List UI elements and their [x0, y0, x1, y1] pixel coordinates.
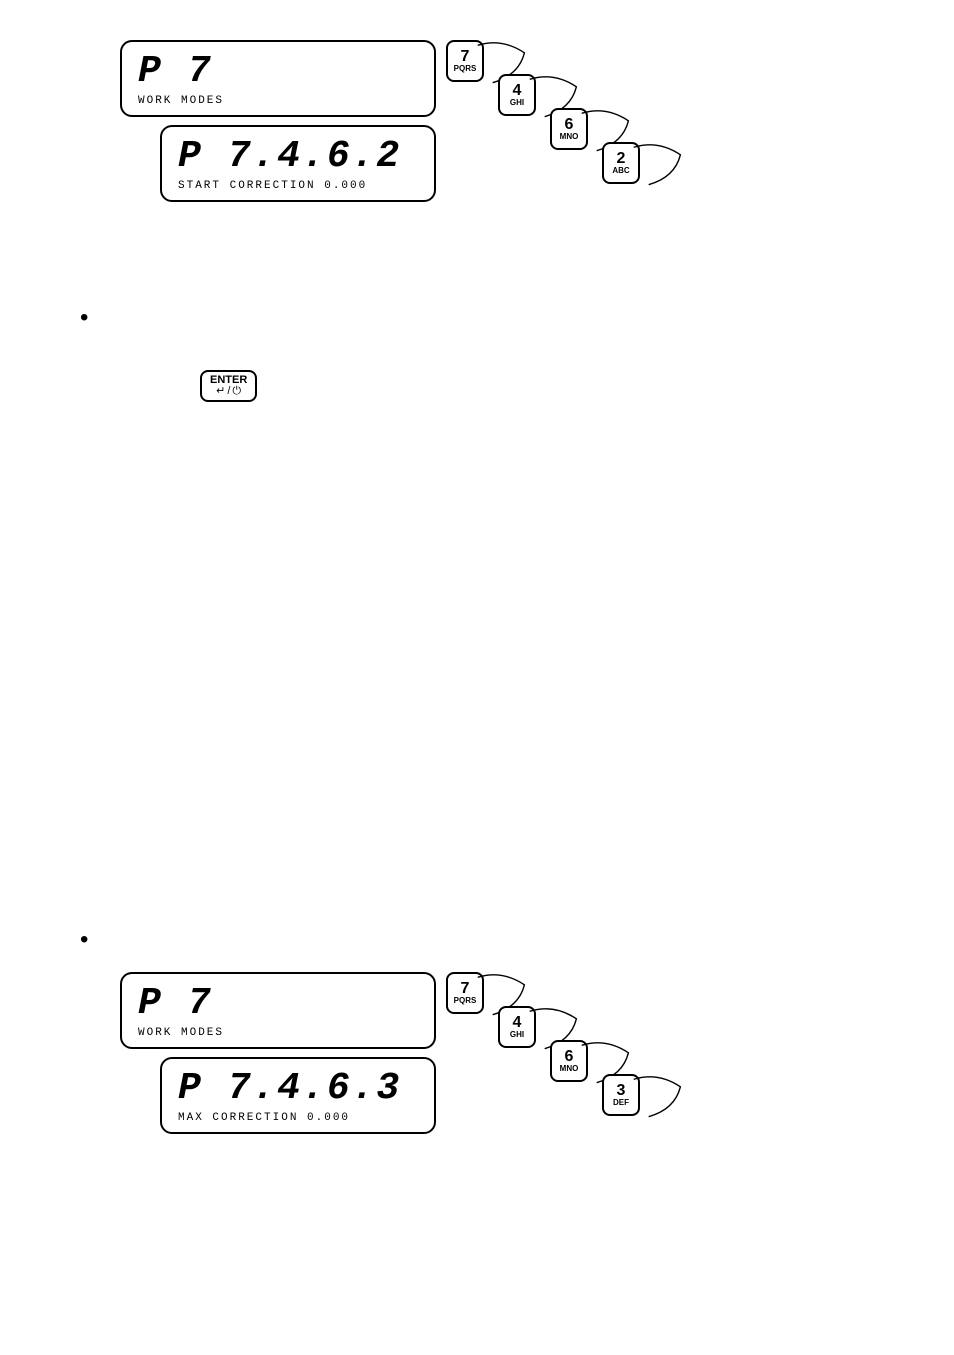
key-number: 4 — [513, 83, 522, 99]
keypad-key-6[interactable]: 6MNO — [550, 1040, 588, 1082]
keypad-sequence: 7PQRS 4GHI 6MNO 3DEF — [446, 972, 766, 1172]
key-letters: GHI — [510, 99, 524, 107]
keypad-key-3[interactable]: 3DEF — [602, 1074, 640, 1116]
key-letters: MNO — [560, 1065, 579, 1073]
key-button: 6MNO — [550, 1040, 588, 1082]
lcd-bottom-display: P 7.4.6.2 START CORRECTION 0.000 — [160, 125, 436, 202]
lcd-main-text: P 7 — [138, 50, 418, 93]
lcd-sub-text: MAX CORRECTION 0.000 — [178, 1112, 418, 1124]
key-letters: ABC — [612, 167, 629, 175]
key-letters: PQRS — [454, 65, 477, 73]
lcd-top-display: P 7 WORK MODES — [120, 972, 436, 1049]
keypad-key-7[interactable]: 7PQRS — [446, 972, 484, 1014]
keypad-key-7[interactable]: 7PQRS — [446, 40, 484, 82]
key-number: 6 — [565, 117, 574, 133]
section-max-correction: P 7 WORK MODES P 7.4.6.3 MAX CORRECTION … — [80, 972, 874, 1172]
section-start-correction: P 7 WORK MODES P 7.4.6.2 START CORRECTIO… — [80, 40, 874, 240]
keypad-key-4[interactable]: 4GHI — [498, 74, 536, 116]
key-letters: MNO — [560, 133, 579, 141]
lcd-bottom-display: P 7.4.6.3 MAX CORRECTION 0.000 — [160, 1057, 436, 1134]
enter-arrow-icon: ↵ — [216, 386, 225, 397]
display-keypad-row: P 7 WORK MODES P 7.4.6.2 START CORRECTIO… — [120, 40, 874, 240]
key-letters: GHI — [510, 1031, 524, 1039]
key-button: 4GHI — [498, 1006, 536, 1048]
lcd-sub-text: WORK MODES — [138, 1027, 418, 1039]
key-button: 7PQRS — [446, 40, 484, 82]
lcd-main-text: P 7.4.6.2 — [178, 135, 418, 178]
key-number: 3 — [617, 1083, 626, 1099]
key-number: 6 — [565, 1049, 574, 1065]
key-button: 7PQRS — [446, 972, 484, 1014]
spacer — [80, 402, 874, 922]
bullet-enter-row: • — [80, 300, 874, 330]
key-letters: DEF — [613, 1099, 629, 1107]
key-button: 2ABC — [602, 142, 640, 184]
lcd-main-text: P 7 — [138, 982, 418, 1025]
keypad-key-4[interactable]: 4GHI — [498, 1006, 536, 1048]
key-button: 3DEF — [602, 1074, 640, 1116]
power-icon: ⏻ — [232, 386, 241, 397]
displays-column: P 7 WORK MODES P 7.4.6.3 MAX CORRECTION … — [120, 972, 436, 1134]
bullet-row-2: • — [80, 922, 874, 952]
keypad-key-6[interactable]: 6MNO — [550, 108, 588, 150]
key-number: 4 — [513, 1015, 522, 1031]
keypad-sequence: 7PQRS 4GHI 6MNO 2ABC — [446, 40, 766, 240]
key-button: 6MNO — [550, 108, 588, 150]
key-number: 2 — [617, 151, 626, 167]
enter-key-row: ENTER ↵ / ⏻ — [80, 350, 874, 402]
key-button: 4GHI — [498, 74, 536, 116]
lcd-top-display: P 7 WORK MODES — [120, 40, 436, 117]
key-number: 7 — [461, 981, 470, 997]
displays-column: P 7 WORK MODES P 7.4.6.2 START CORRECTIO… — [120, 40, 436, 202]
lcd-sub-text: WORK MODES — [138, 95, 418, 107]
key-letters: PQRS — [454, 997, 477, 1005]
display-keypad-row: P 7 WORK MODES P 7.4.6.3 MAX CORRECTION … — [120, 972, 874, 1172]
keypad-key-2[interactable]: 2ABC — [602, 142, 640, 184]
lcd-sub-text: START CORRECTION 0.000 — [178, 180, 418, 192]
key-number: 7 — [461, 49, 470, 65]
bullet-icon: • — [80, 928, 88, 952]
enter-slash: / — [227, 386, 230, 397]
lcd-main-text: P 7.4.6.3 — [178, 1067, 418, 1110]
enter-key[interactable]: ENTER ↵ / ⏻ — [200, 370, 257, 402]
bullet-icon: • — [80, 306, 88, 330]
enter-symbols: ↵ / ⏻ — [216, 386, 241, 397]
